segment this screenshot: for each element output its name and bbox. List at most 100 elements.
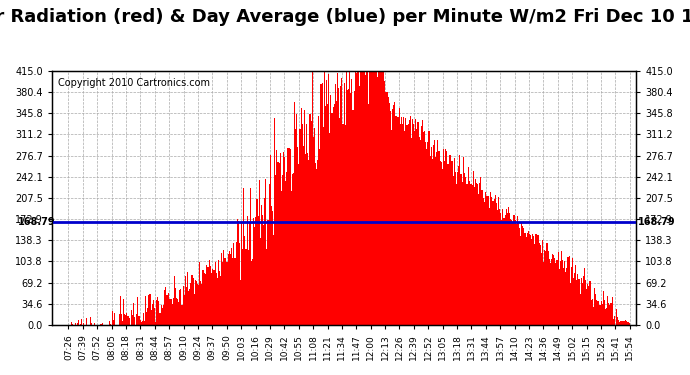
Bar <box>183 286 184 325</box>
Bar <box>469 181 471 325</box>
Bar <box>532 234 533 325</box>
Bar <box>71 322 72 325</box>
Bar <box>491 198 493 325</box>
Bar <box>542 240 543 325</box>
Bar <box>629 323 630 325</box>
Bar <box>309 114 310 325</box>
Bar <box>454 158 455 325</box>
Bar <box>121 314 122 325</box>
Bar <box>413 123 414 325</box>
Bar <box>347 90 348 325</box>
Bar <box>220 276 221 325</box>
Bar <box>424 131 425 325</box>
Bar <box>522 226 523 325</box>
Bar <box>263 225 264 325</box>
Bar <box>313 137 314 325</box>
Bar <box>318 116 319 325</box>
Bar <box>613 319 614 325</box>
Bar <box>165 287 166 325</box>
Bar <box>119 314 120 325</box>
Bar <box>500 213 501 325</box>
Bar <box>607 296 609 325</box>
Bar <box>422 120 423 325</box>
Bar <box>511 220 512 325</box>
Bar <box>324 68 325 325</box>
Bar <box>438 152 440 325</box>
Bar <box>257 216 259 325</box>
Bar <box>288 148 290 325</box>
Bar <box>521 223 522 325</box>
Bar <box>224 258 226 325</box>
Bar <box>540 245 541 325</box>
Bar <box>172 298 174 325</box>
Bar <box>219 272 220 325</box>
Bar <box>208 267 209 325</box>
Bar <box>446 152 447 325</box>
Bar <box>564 261 565 325</box>
Bar <box>593 307 594 325</box>
Bar <box>372 68 373 325</box>
Bar <box>356 73 357 325</box>
Bar <box>264 198 265 325</box>
Bar <box>362 71 364 325</box>
Bar <box>366 68 367 325</box>
Bar <box>184 296 185 325</box>
Bar <box>314 128 315 325</box>
Bar <box>230 254 231 325</box>
Bar <box>136 314 137 325</box>
Bar <box>477 184 478 325</box>
Bar <box>126 313 128 325</box>
Bar <box>297 147 298 325</box>
Bar <box>307 153 308 325</box>
Bar <box>448 164 449 325</box>
Bar <box>563 268 564 325</box>
Bar <box>517 216 518 325</box>
Bar <box>327 104 328 325</box>
Bar <box>380 68 381 325</box>
Bar <box>328 74 329 325</box>
Bar <box>294 102 295 325</box>
Bar <box>319 148 320 325</box>
Bar <box>320 84 322 325</box>
Text: Copyright 2010 Cartronics.com: Copyright 2010 Cartronics.com <box>58 78 210 88</box>
Bar <box>196 281 197 325</box>
Bar <box>606 308 607 325</box>
Bar <box>178 302 179 325</box>
Bar <box>425 142 426 325</box>
Bar <box>619 322 620 325</box>
Bar <box>150 310 152 325</box>
Text: 168.79: 168.79 <box>638 217 675 226</box>
Bar <box>609 305 611 325</box>
Bar <box>614 316 615 325</box>
Bar <box>102 322 103 325</box>
Bar <box>176 298 177 325</box>
Bar <box>101 324 102 325</box>
Bar <box>427 142 428 325</box>
Bar <box>237 219 238 325</box>
Bar <box>423 132 424 325</box>
Bar <box>408 120 410 325</box>
Bar <box>340 86 342 325</box>
Bar <box>487 196 488 325</box>
Bar <box>175 288 176 325</box>
Bar <box>462 182 463 325</box>
Bar <box>395 117 397 325</box>
Bar <box>110 324 111 325</box>
Bar <box>416 129 417 325</box>
Bar <box>109 321 110 325</box>
Bar <box>554 258 555 325</box>
Bar <box>373 68 375 325</box>
Bar <box>285 181 286 325</box>
Bar <box>370 68 371 325</box>
Bar <box>428 131 430 325</box>
Bar <box>186 287 187 325</box>
Bar <box>489 208 491 325</box>
Bar <box>207 267 208 325</box>
Bar <box>187 272 188 325</box>
Bar <box>241 222 242 325</box>
Bar <box>360 68 362 325</box>
Bar <box>620 321 622 325</box>
Bar <box>432 159 433 325</box>
Bar <box>402 124 403 325</box>
Bar <box>255 217 257 325</box>
